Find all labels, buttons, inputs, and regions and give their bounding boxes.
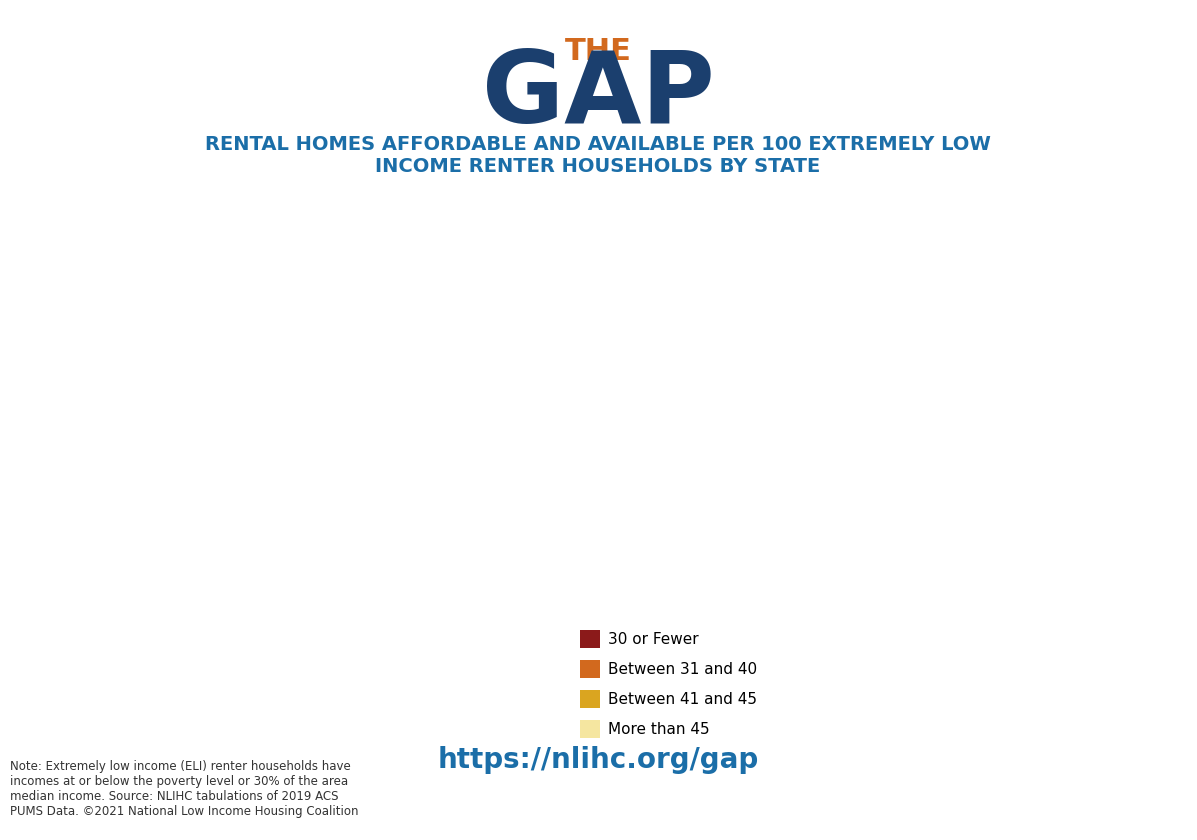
Text: 30 or Fewer: 30 or Fewer (608, 632, 699, 647)
Text: RENTAL HOMES AFFORDABLE AND AVAILABLE PER 100 EXTREMELY LOW
INCOME RENTER HOUSEH: RENTAL HOMES AFFORDABLE AND AVAILABLE PE… (205, 134, 991, 176)
Bar (581, 720, 600, 738)
Bar (581, 630, 600, 648)
Bar (581, 660, 600, 678)
Text: Note: Extremely low income (ELI) renter households have
incomes at or below the : Note: Extremely low income (ELI) renter … (10, 760, 358, 818)
Text: More than 45: More than 45 (608, 722, 710, 737)
Text: THE: THE (565, 38, 632, 66)
Text: GAP: GAP (481, 46, 715, 144)
Bar (581, 690, 600, 708)
Text: https://nlihc.org/gap: https://nlihc.org/gap (437, 746, 759, 774)
Text: Between 31 and 40: Between 31 and 40 (608, 662, 758, 676)
Text: Between 41 and 45: Between 41 and 45 (608, 691, 757, 706)
